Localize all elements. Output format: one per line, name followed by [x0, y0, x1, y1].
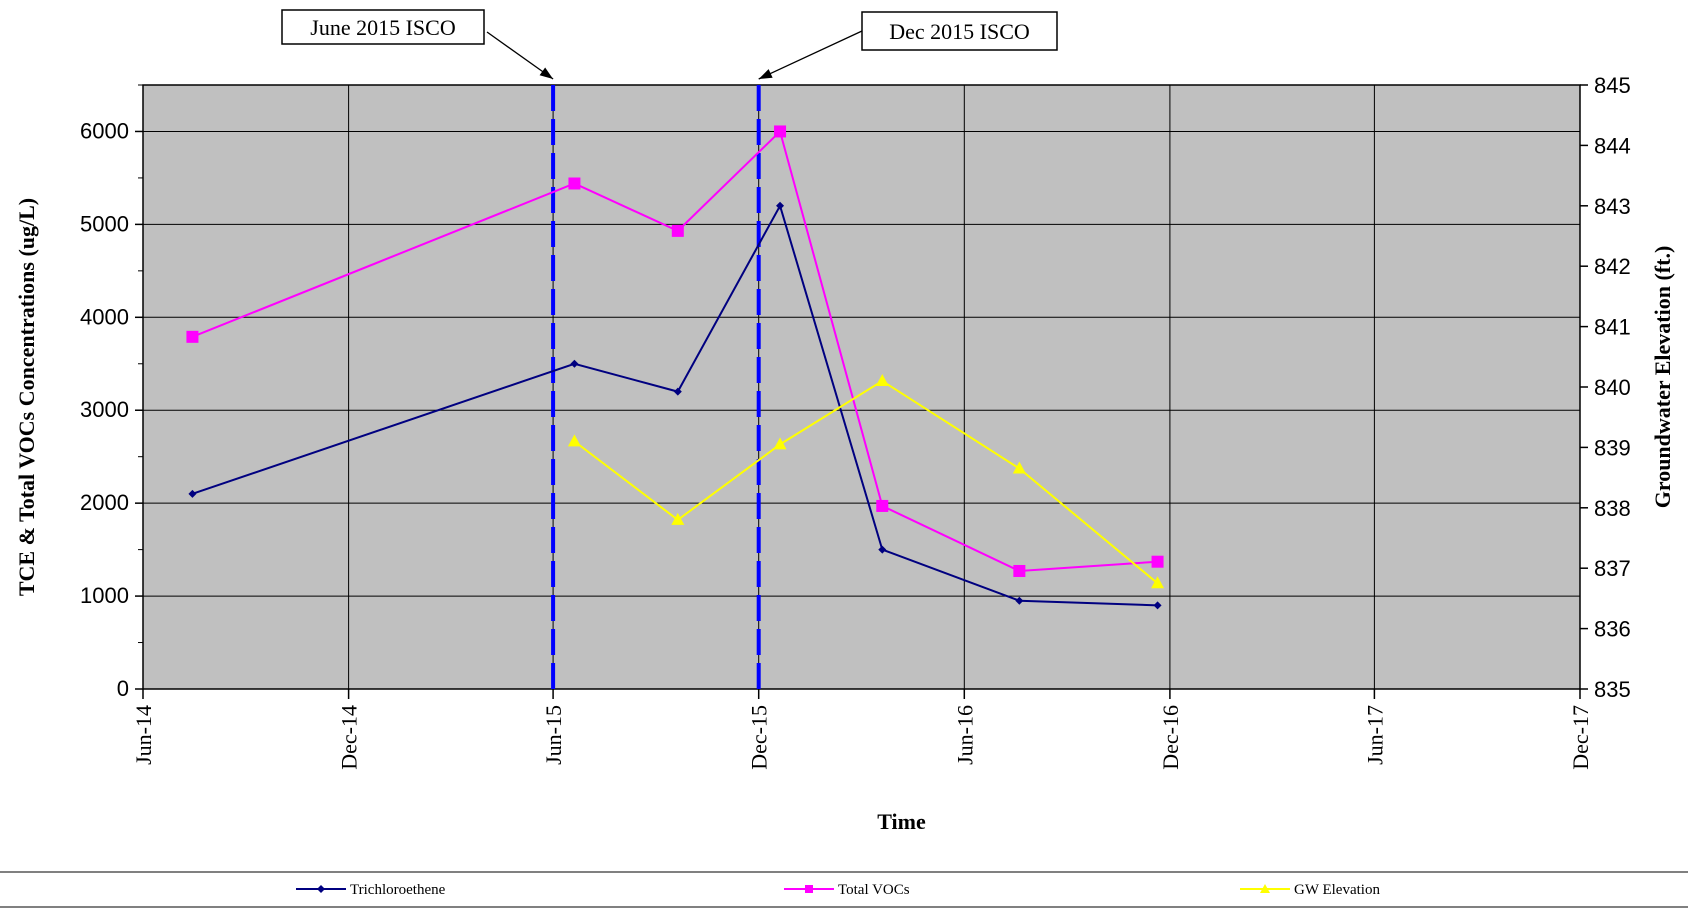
x-tick-label: Jun-16 — [952, 705, 977, 765]
callout-dec-2015-isco: Dec 2015 ISCO — [758, 11, 1058, 80]
x-tick-label: Dec-16 — [1158, 705, 1183, 770]
legend-marker — [317, 885, 325, 893]
data-point — [776, 201, 785, 210]
series-gw-elevation — [567, 373, 1165, 589]
data-point — [875, 373, 889, 386]
callout-arrowhead — [539, 67, 554, 79]
callouts: June 2015 ISCO Dec 2015 ISCO — [281, 9, 1058, 80]
y-left-tick-label: 4000 — [80, 304, 129, 329]
plot-area — [142, 84, 1581, 690]
y-right-tick-label: 841 — [1594, 315, 1631, 340]
data-point — [671, 224, 684, 237]
data-point — [673, 387, 682, 396]
legend-label: Trichloroethene — [350, 882, 446, 898]
x-tick-label: Jun-15 — [541, 705, 566, 765]
callout-box — [281, 9, 485, 45]
legend-item-total-vocs: Total VOCs — [784, 882, 910, 898]
data-point — [773, 437, 787, 450]
data-point — [1153, 601, 1162, 610]
callout-arrow — [758, 30, 863, 80]
legend-item-gw-elevation: GW Elevation — [1240, 882, 1380, 898]
y-right-tick-label: 843 — [1594, 194, 1631, 219]
data-point — [567, 434, 581, 447]
y-left-tick-label: 1000 — [80, 583, 129, 608]
y-left-tick-label: 3000 — [80, 397, 129, 422]
data-point — [1151, 576, 1165, 589]
callout-arrow — [486, 31, 554, 80]
data-point — [1151, 555, 1164, 568]
y-right-tick-label: 842 — [1594, 254, 1631, 279]
x-tick-label: Dec-15 — [747, 705, 772, 770]
y-left-tick-label: 5000 — [80, 211, 129, 236]
y-right-tick-label: 838 — [1594, 496, 1631, 521]
callout-june-2015-isco: June 2015 ISCO — [281, 9, 554, 80]
legend-item-trichloroethene: Trichloroethene — [296, 882, 446, 898]
data-point — [774, 125, 787, 138]
series-line — [573, 379, 1159, 585]
callout-label: June 2015 ISCO — [310, 15, 455, 40]
y-right-tick-label: 835 — [1594, 677, 1631, 702]
y-right-tick-label: 839 — [1594, 435, 1631, 460]
y-right-tick-label: 845 — [1594, 73, 1631, 98]
series-trichloroethene — [188, 201, 1162, 610]
legend: Trichloroethene Total VOCs GW Elevation — [0, 871, 1688, 908]
data-point — [671, 512, 685, 525]
y-left-axis-title: TCE & Total VOCs Concentrations (ug/L) — [14, 198, 39, 596]
y-right-tick-label: 837 — [1594, 556, 1631, 581]
legend-marker — [805, 885, 813, 893]
series-layer — [186, 125, 1165, 610]
legend-label: GW Elevation — [1294, 882, 1380, 898]
y-right-tick-label: 836 — [1594, 617, 1631, 642]
y-left-tick-label: 0 — [117, 676, 129, 701]
x-tick-label: Jun-14 — [131, 705, 156, 765]
data-point — [188, 489, 197, 498]
data-point — [878, 545, 887, 554]
y-right-tick-label: 844 — [1594, 133, 1631, 158]
x-tick-label: Dec-17 — [1568, 705, 1593, 770]
y-left-tick-label: 2000 — [80, 490, 129, 515]
y-right-tick-label: 840 — [1594, 375, 1631, 400]
legend-marker — [1260, 884, 1270, 893]
legend-label: Total VOCs — [838, 882, 910, 898]
axes: 0 1000 2000 3000 4000 5000 6000 835 836 837 838 839… — [80, 73, 1631, 770]
callout-arrowhead — [758, 69, 773, 79]
data-point — [1013, 564, 1026, 577]
y-left-tick-label: 6000 — [80, 118, 129, 143]
series-total-vocs — [186, 125, 1164, 577]
x-tick-label: Dec-14 — [337, 705, 362, 770]
data-point — [568, 177, 581, 190]
callout-label: Dec 2015 ISCO — [889, 19, 1030, 44]
data-point — [186, 330, 199, 343]
data-point — [570, 359, 579, 368]
y-right-axis-title: Groundwater Elevation (ft.) — [1650, 246, 1675, 509]
x-tick-label: Jun-17 — [1362, 705, 1387, 765]
data-point — [876, 499, 889, 512]
x-axis-title: Time — [877, 809, 926, 834]
legend-items: Trichloroethene Total VOCs GW Elevation — [296, 882, 1380, 898]
data-point — [1015, 596, 1024, 605]
grid — [143, 85, 1581, 689]
data-point — [1012, 461, 1026, 474]
